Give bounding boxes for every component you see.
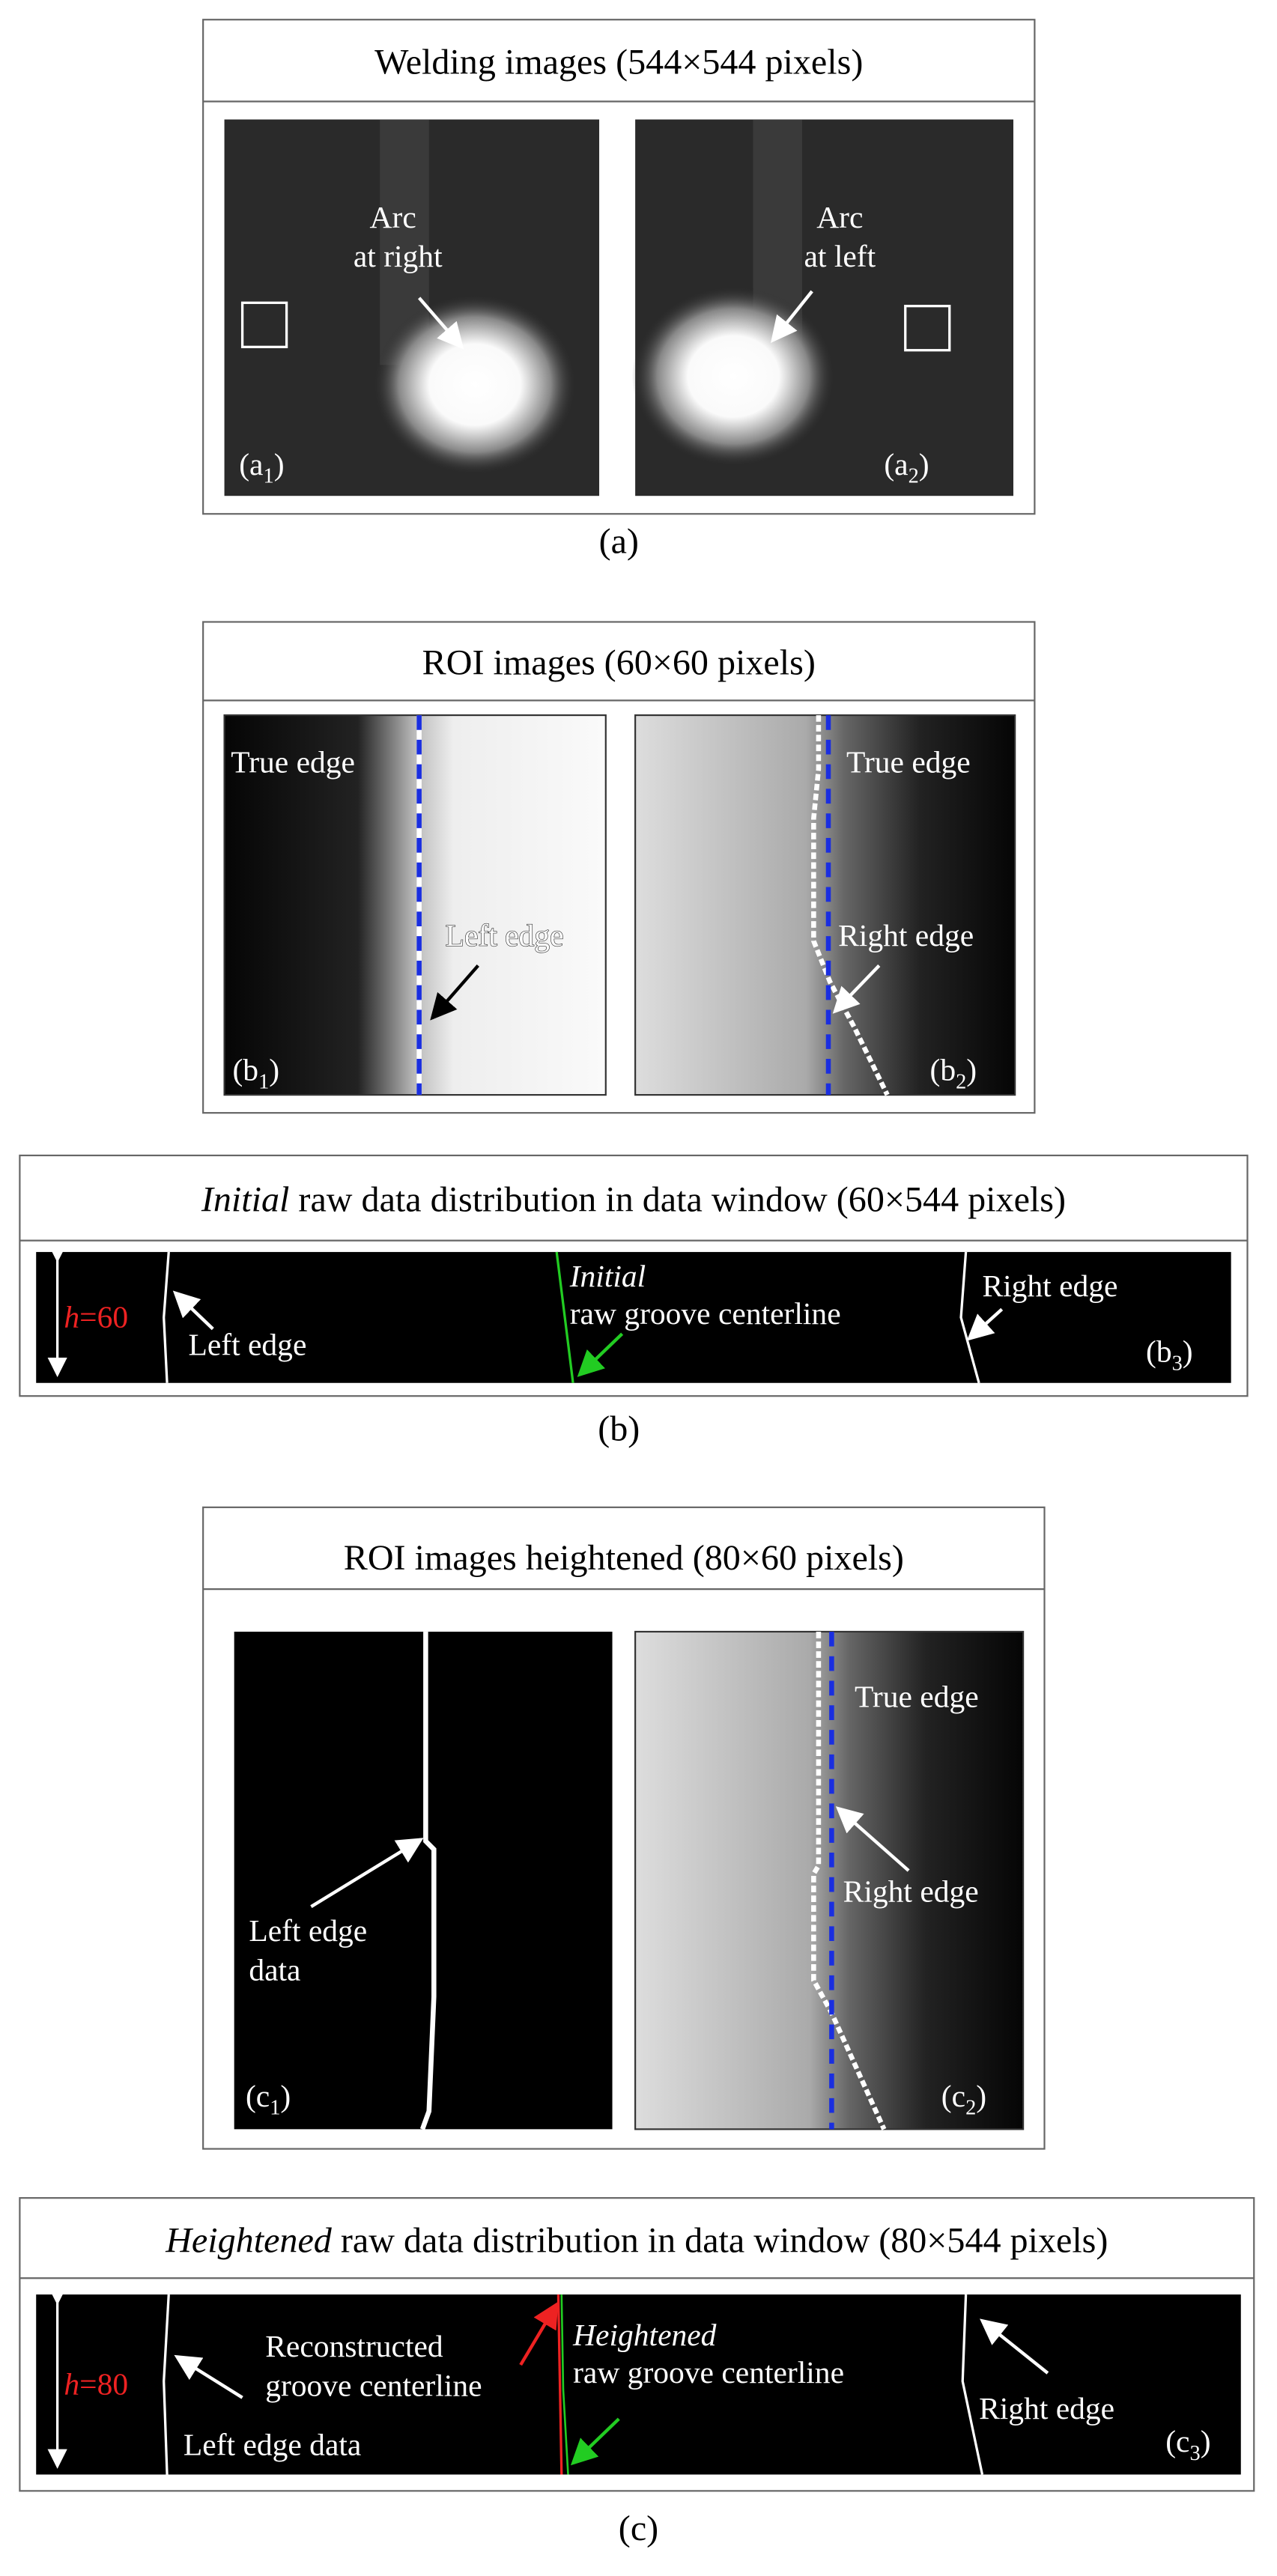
panel-title: ROI images heightened (80×60 pixels) (344, 1538, 904, 1578)
window-label: (b3) (1146, 1334, 1193, 1375)
annotation: True edge (231, 745, 355, 780)
annotation: Right edge (838, 918, 974, 953)
annotation: Left edge (249, 1913, 367, 1948)
annotation: at right (354, 239, 443, 273)
annotation: True edge (855, 1679, 979, 1713)
arrow (835, 1806, 910, 1872)
arrow (770, 290, 813, 344)
edge-line (811, 715, 890, 1096)
data-window (36, 1251, 1231, 1383)
panel-a: Welding images (544×544 pixels) Arc at r… (202, 19, 1036, 562)
image-label: (a2) (884, 447, 929, 488)
annotation: groove centerline (265, 2369, 482, 2403)
annotation: Arc (370, 200, 416, 234)
annotation: raw groove centerline (573, 2355, 844, 2390)
panel-title: Welding images (544×544 pixels) (374, 42, 863, 82)
image-label: (b2) (930, 1052, 977, 1093)
reconstructed-centerline (556, 2294, 563, 2475)
annotation: Left edge data (183, 2427, 361, 2461)
window-label: (c3) (1165, 2424, 1210, 2465)
annotation: at left (804, 239, 876, 273)
arc-glow (631, 286, 835, 467)
right-edge (961, 2294, 984, 2475)
caption: (a) (599, 522, 639, 562)
arc-glow (373, 294, 577, 475)
edge-line (419, 1631, 437, 2130)
arrow (570, 2417, 620, 2466)
image-label: (b1) (232, 1052, 279, 1093)
image-label: (a1) (239, 447, 284, 488)
annotation: Right edge (843, 1874, 979, 1909)
right-edge (959, 1251, 980, 1384)
left-edge (163, 2294, 170, 2475)
annotation: raw groove centerline (570, 1296, 841, 1331)
arrow (430, 965, 479, 1021)
panel-b: ROI images (60×60 pixels) True edge Left… (19, 621, 1249, 1448)
annotation: Initial (569, 1259, 646, 1293)
centerline (560, 2294, 569, 2475)
annotation: Reconstructed (265, 2329, 443, 2363)
annotation: Left edge (188, 1328, 306, 1362)
annotation: Left edge (446, 918, 564, 953)
arrow (980, 2318, 1049, 2375)
annotation: data (249, 1952, 300, 1987)
arrow (577, 1332, 624, 1377)
panel-c: ROI images heightened (80×60 pixels) Lef… (19, 1506, 1255, 2548)
image-label: (c2) (941, 2079, 986, 2120)
panel-title: ROI images (60×60 pixels) (422, 643, 816, 682)
image-label: (c1) (246, 2079, 291, 2120)
annotation: Right edge (982, 1269, 1117, 1303)
centerline (555, 1251, 574, 1383)
annotation: Heightened (572, 2318, 717, 2352)
height-label: h=60 (64, 1299, 128, 1334)
left-edge (163, 1251, 170, 1383)
edge-line (811, 1631, 887, 2130)
data-window (36, 2294, 1241, 2475)
window-title: Initial raw data distribution in data wi… (201, 1179, 1066, 1219)
annotation: True edge (846, 745, 971, 780)
arrow (966, 1307, 1004, 1341)
roi-image (634, 714, 1016, 1096)
roi-image (223, 714, 607, 1096)
arrow (417, 297, 464, 350)
roi-box (904, 305, 951, 352)
window-title: Heightened raw data distribution in data… (165, 2220, 1108, 2260)
annotation: Arc (816, 200, 863, 234)
arrow (832, 964, 881, 1014)
roi-box (240, 301, 288, 348)
arrow (310, 1838, 424, 1908)
annotation: Right edge (979, 2391, 1114, 2425)
arrow (172, 1290, 214, 1331)
caption: (c) (619, 2509, 658, 2548)
arrow (174, 2354, 243, 2399)
height-label: h=80 (64, 2366, 128, 2401)
arrow (519, 2301, 559, 2366)
caption: (b) (598, 1409, 640, 1448)
